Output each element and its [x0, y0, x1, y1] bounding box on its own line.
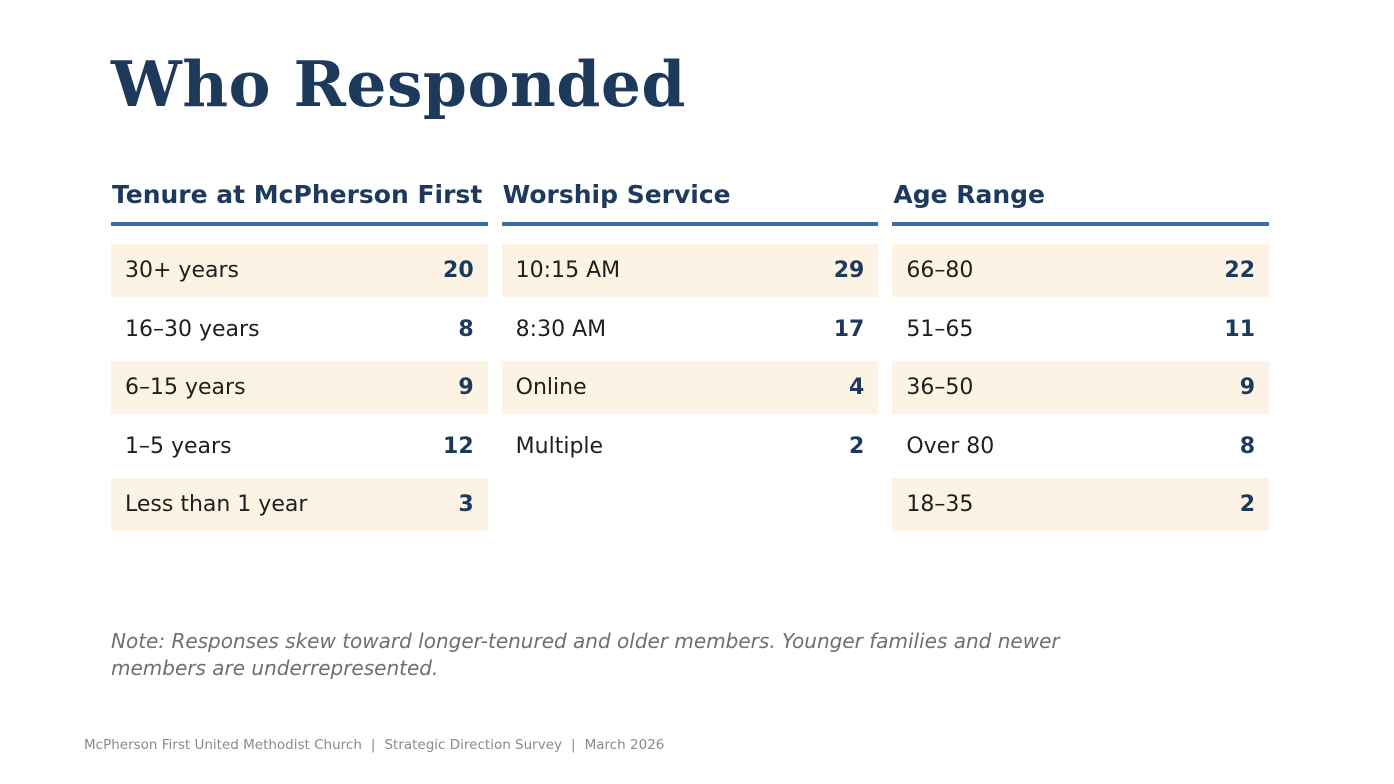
page-title: Who Responded	[111, 47, 686, 121]
row-label: 51–65	[906, 316, 974, 342]
row-count: 2	[849, 433, 865, 459]
row-count: 12	[443, 433, 474, 459]
row-label: Less than 1 year	[125, 492, 308, 517]
row-label: 1–5 years	[125, 433, 232, 459]
row-label: 16–30 years	[125, 316, 260, 342]
header-divider	[892, 222, 1270, 226]
table-row: 66–80 22	[892, 244, 1270, 297]
table-row: 51–65 11	[892, 303, 1269, 356]
row-count: 11	[1224, 316, 1256, 342]
footer-separator: |	[370, 737, 376, 753]
row-count: 8	[1239, 433, 1256, 459]
table-row: Over 80 8	[892, 420, 1269, 473]
header-divider	[111, 222, 488, 226]
table-row: 16–30 years 8	[111, 303, 488, 356]
row-count: 9	[1239, 375, 1256, 400]
table-row: 36–50 9	[892, 361, 1270, 414]
row-count: 8	[458, 316, 474, 342]
worship-service-column: Worship Service 10:15 AM 29 8:30 AM 17 O…	[501, 176, 879, 537]
row-label: 8:30 AM	[515, 316, 607, 342]
row-count: 17	[833, 316, 865, 342]
respondent-tables: Tenure at McPherson First 30+ years 20 1…	[111, 176, 1270, 537]
table-row: 8:30 AM 17	[502, 303, 879, 356]
table-row: Multiple 2	[502, 420, 879, 473]
tenure-column: Tenure at McPherson First 30+ years 20 1…	[111, 176, 488, 537]
column-header: Tenure at McPherson First	[112, 180, 483, 209]
row-label: 6–15 years	[125, 375, 246, 400]
row-label: 36–50	[906, 375, 974, 400]
row-label: 18–35	[906, 492, 974, 517]
row-count: 9	[458, 375, 474, 400]
table-row: 18–35 2	[892, 478, 1270, 531]
age-range-column: Age Range 66–80 22 51–65 11 36–50 9 Over…	[892, 176, 1270, 537]
footer-organization: McPherson First United Methodist Church	[84, 737, 362, 753]
row-count: 3	[458, 492, 474, 517]
column-header: Worship Service	[502, 180, 731, 209]
row-label: Over 80	[906, 433, 995, 459]
row-label: 30+ years	[125, 258, 239, 283]
row-count: 29	[833, 258, 865, 283]
header-divider	[501, 222, 879, 226]
row-label: Online	[515, 375, 587, 400]
row-label: 66–80	[906, 258, 974, 283]
slide-footer: McPherson First United Methodist Church |…	[84, 737, 664, 753]
table-row: Online 4	[501, 361, 879, 414]
table-row: 10:15 AM 29	[501, 244, 879, 297]
row-count: 20	[443, 258, 474, 283]
table-row: 6–15 years 9	[111, 361, 488, 414]
footer-date: March 2026	[584, 737, 665, 753]
row-count: 4	[849, 375, 865, 400]
row-label: 10:15 AM	[515, 258, 621, 283]
row-count: 2	[1239, 492, 1256, 517]
table-row: 30+ years 20	[111, 244, 488, 297]
row-label: Multiple	[515, 433, 604, 459]
footnote: Note: Responses skew toward longer-tenur…	[111, 629, 1060, 680]
table-row: Less than 1 year 3	[111, 478, 488, 531]
column-header: Age Range	[893, 180, 1046, 209]
footer-separator: |	[571, 737, 576, 753]
footer-survey: Strategic Direction Survey	[384, 737, 563, 753]
row-count: 22	[1224, 258, 1256, 283]
table-row: 1–5 years 12	[111, 420, 488, 473]
